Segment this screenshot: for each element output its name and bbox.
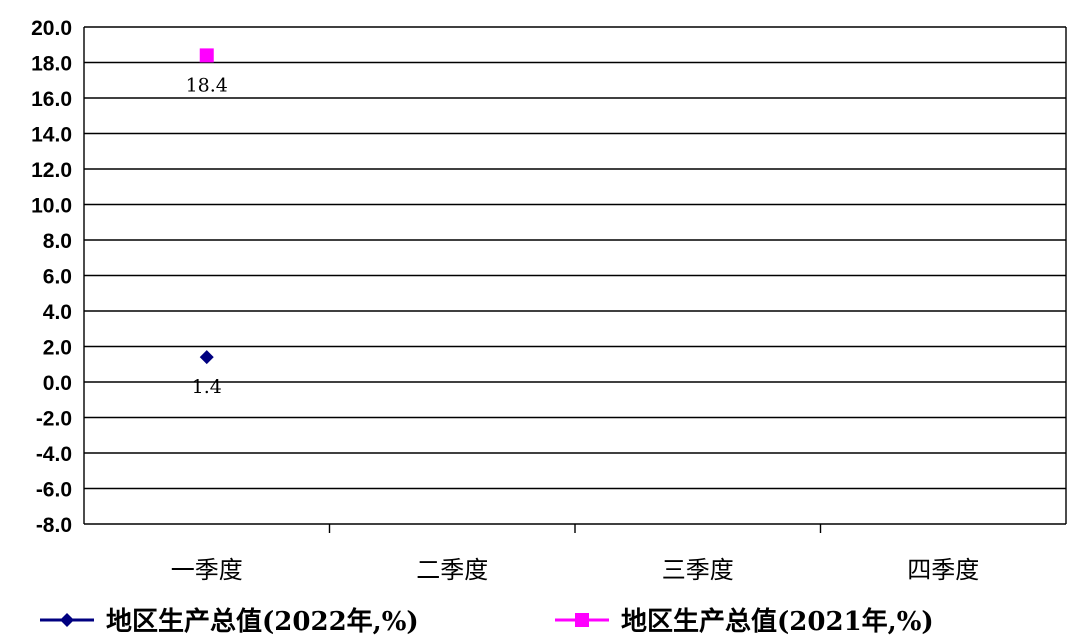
legend-marker (60, 613, 74, 627)
legend: 地区生产总值(2022年,%) 地区生产总值(2021年,%) (40, 606, 934, 637)
data-label: 1.4 (192, 376, 222, 398)
gridlines (84, 26, 1066, 525)
x-tick-label: 四季度 (907, 556, 979, 584)
y-tick-label: 14.0 (31, 124, 72, 147)
y-tick-label: 12.0 (31, 159, 72, 182)
data-marks: 1.4 18.4 (186, 48, 228, 398)
y-tick-label: 20.0 (31, 17, 72, 40)
data-label: 18.4 (186, 74, 228, 96)
axes (83, 27, 1067, 524)
y-tick-label: -6.0 (36, 479, 72, 502)
y-tick-label: -4.0 (36, 443, 72, 466)
legend-marker (575, 613, 589, 627)
y-tick-label: -8.0 (36, 514, 72, 537)
y-tick-label: 8.0 (43, 230, 72, 253)
x-tick-label: 二季度 (416, 556, 488, 584)
x-axis-ticks: 一季度 二季度 三季度 四季度 (171, 524, 979, 584)
x-tick-label: 三季度 (662, 556, 734, 584)
y-tick-label: 16.0 (31, 88, 72, 111)
y-tick-label: 2.0 (43, 337, 72, 360)
y-tick-label: 6.0 (43, 266, 72, 289)
y-axis-ticks: -8.0 -6.0 -4.0 -2.0 0.0 2.0 4.0 6.0 8.0 10.0 12.0 1… (31, 17, 72, 537)
y-tick-label: -2.0 (36, 408, 72, 431)
y-tick-label: 10.0 (31, 195, 72, 218)
data-point (199, 350, 214, 365)
legend-label: 地区生产总值(2022年,%) (106, 606, 419, 637)
data-point (199, 48, 214, 63)
legend-label: 地区生产总值(2021年,%) (621, 606, 934, 637)
y-tick-label: 4.0 (43, 301, 72, 324)
x-tick-label: 一季度 (171, 556, 243, 584)
y-tick-label: 18.0 (31, 53, 72, 76)
y-tick-label: 0.0 (43, 372, 72, 395)
